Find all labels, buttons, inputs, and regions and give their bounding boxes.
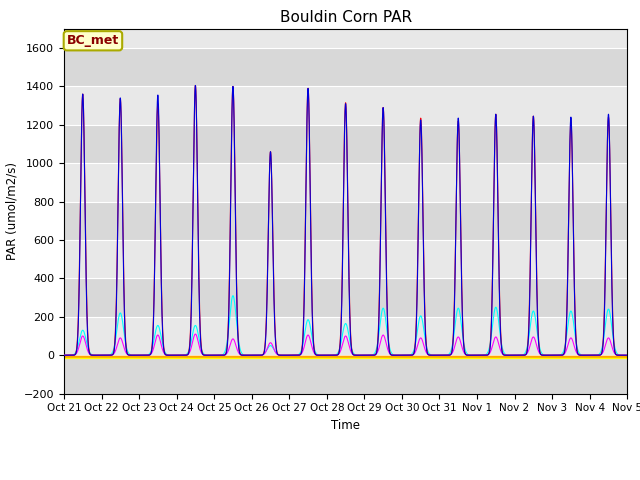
Bar	[64, 86, 627, 125]
X-axis label: Time: Time	[331, 419, 360, 432]
Bar	[64, 125, 627, 163]
Title: Bouldin Corn PAR: Bouldin Corn PAR	[280, 10, 412, 25]
Bar	[64, 317, 627, 355]
Bar	[64, 240, 627, 278]
Bar	[64, 202, 627, 240]
Bar	[64, 355, 627, 394]
Y-axis label: PAR (umol/m2/s): PAR (umol/m2/s)	[5, 162, 18, 260]
Bar	[64, 163, 627, 202]
Text: BC_met: BC_met	[67, 34, 119, 47]
Bar	[64, 278, 627, 317]
Bar	[64, 48, 627, 86]
Legend: PAR_in, PAR_out, totPAR, difPAR, zPAR1, zPAR2: PAR_in, PAR_out, totPAR, difPAR, zPAR1, …	[124, 478, 568, 480]
